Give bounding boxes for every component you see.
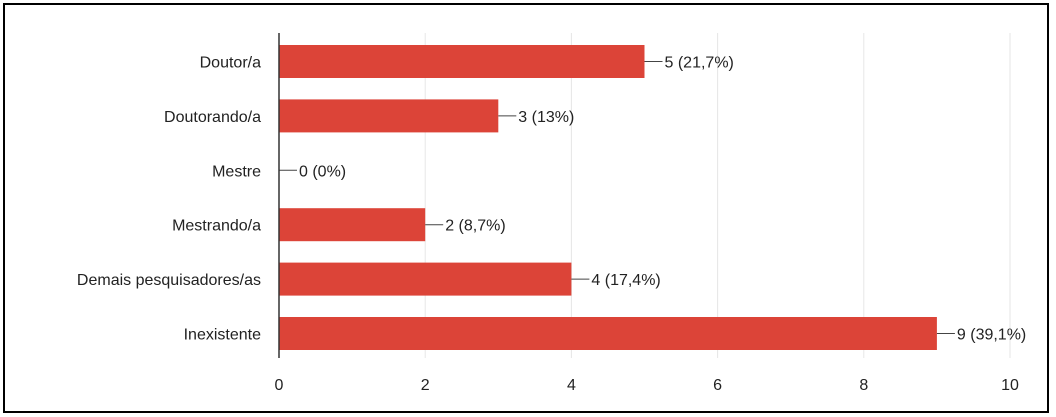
data-label: 0 (0%) bbox=[299, 163, 346, 180]
data-label: 2 (8,7%) bbox=[445, 218, 505, 235]
x-tick-label: 10 bbox=[1001, 377, 1019, 394]
data-label: 9 (39,1%) bbox=[957, 327, 1026, 344]
bar bbox=[279, 99, 499, 133]
data-label: 5 (21,7%) bbox=[665, 55, 734, 72]
bar bbox=[279, 262, 572, 296]
category-label: Demais pesquisadores/as bbox=[77, 272, 261, 289]
category-label: Doutorando/a bbox=[164, 109, 261, 126]
bar bbox=[279, 208, 426, 242]
x-tick-label: 0 bbox=[275, 377, 284, 394]
bar-chart: 5 (21,7%) Doutor/a 3 (13%) Doutorando/a 0 (0… bbox=[77, 33, 1026, 394]
category-label: Doutor/a bbox=[200, 55, 261, 72]
category-label: Mestrando/a bbox=[172, 218, 261, 235]
chart-frame: 5 (21,7%) Doutor/a 3 (13%) Doutorando/a 0 (0… bbox=[3, 3, 1049, 413]
category-label: Mestre bbox=[212, 163, 261, 180]
x-tick-label: 8 bbox=[859, 377, 868, 394]
category-label: Inexistente bbox=[184, 327, 261, 344]
x-tick-label: 6 bbox=[713, 377, 722, 394]
data-label: 4 (17,4%) bbox=[591, 272, 660, 289]
x-tick-label: 2 bbox=[421, 377, 430, 394]
data-label: 3 (13%) bbox=[518, 109, 574, 126]
bar bbox=[279, 317, 937, 350]
x-tick-label: 4 bbox=[567, 377, 576, 394]
bar bbox=[279, 45, 645, 78]
